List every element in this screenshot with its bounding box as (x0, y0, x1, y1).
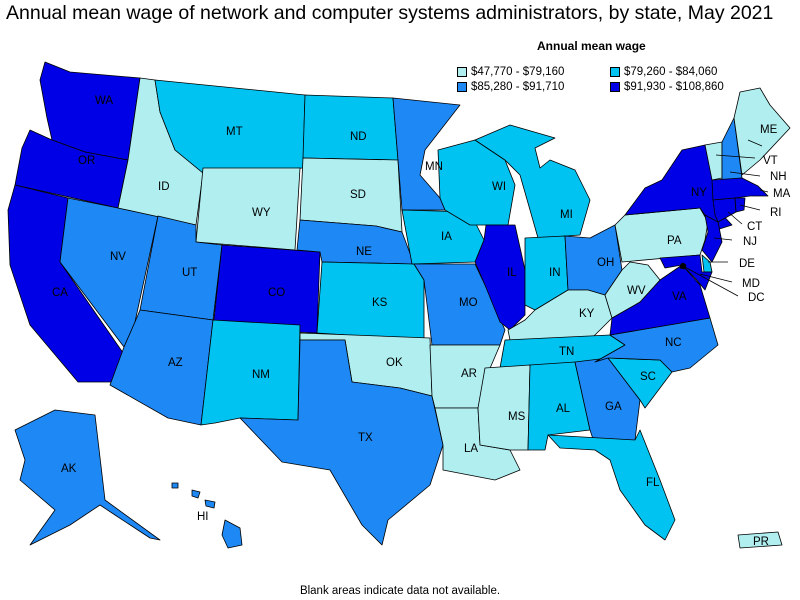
label-ar: AR (461, 368, 477, 380)
legend-swatch-bin-2 (610, 67, 620, 77)
state-fl[interactable] (547, 429, 676, 541)
label-il: IL (507, 267, 517, 279)
state-mi[interactable] (474, 124, 591, 239)
label-ut: UT (182, 267, 197, 279)
label-ct: CT (747, 221, 762, 233)
state-labels: WA OR CA NV ID MT WY UT AZ CO NM ND SD NE KS OK TX MN IA MO… (52, 95, 791, 548)
legend-label-bin-2: $79,260 - $84,060 (624, 66, 718, 78)
label-de: DE (739, 258, 755, 270)
dc-marker (680, 263, 686, 269)
label-mi: MI (560, 209, 573, 221)
label-ky: KY (579, 308, 595, 320)
label-hi: HI (197, 511, 209, 523)
label-wi: WI (492, 181, 506, 193)
state-tx[interactable] (239, 339, 444, 546)
state-hi[interactable] (221, 519, 243, 549)
label-nm: NM (252, 369, 270, 381)
label-ms: MS (508, 411, 526, 423)
legend-label-bin-4: $91,930 - $108,860 (624, 81, 724, 93)
label-co: CO (268, 287, 285, 299)
label-dc: DC (748, 292, 765, 304)
label-wv: WV (627, 285, 646, 297)
label-pr: PR (753, 536, 769, 548)
label-sd: SD (350, 189, 366, 201)
label-nd: ND (350, 131, 367, 143)
label-va: VA (672, 291, 687, 303)
label-tn: TN (559, 346, 574, 358)
state-me[interactable] (733, 87, 791, 176)
state-nd[interactable] (302, 94, 399, 161)
footnote: Blank areas indicate data not available. (299, 585, 501, 597)
map-title: Annual mean wage of network and computer… (6, 2, 774, 24)
legend-title: Annual mean wage (537, 39, 646, 53)
state-ms[interactable] (477, 364, 531, 451)
label-ak: AK (61, 463, 77, 475)
label-in: IN (549, 267, 561, 279)
label-oh: OH (597, 257, 614, 269)
label-fl: FL (646, 477, 660, 489)
label-ga: GA (605, 401, 622, 413)
label-ma: MA (773, 188, 791, 200)
state-ma[interactable] (711, 177, 769, 201)
label-vt: VT (763, 155, 778, 167)
label-sc: SC (640, 371, 656, 383)
label-ca: CA (52, 287, 68, 299)
label-mt: MT (226, 126, 243, 138)
state-pr[interactable] (737, 531, 783, 549)
state-wy[interactable] (195, 167, 301, 251)
label-ri: RI (770, 207, 782, 219)
label-wa: WA (95, 95, 113, 107)
legend-label-bin-3: $85,280 - $91,710 (471, 81, 565, 93)
label-nh: NH (770, 171, 787, 183)
legend-item-bin-4: $91,930 - $108,860 (610, 81, 724, 93)
label-ne: NE (356, 246, 372, 258)
label-pa: PA (667, 235, 682, 247)
state-ak[interactable] (14, 409, 161, 546)
label-me: ME (760, 124, 778, 136)
legend-swatch-bin-4 (610, 82, 620, 92)
label-tx: TX (358, 432, 373, 444)
state-ct[interactable] (712, 197, 737, 223)
state-il[interactable] (474, 224, 526, 331)
legend-swatch-bin-3 (457, 82, 467, 92)
legend-swatch-bin-1 (457, 67, 467, 77)
label-mo: MO (459, 297, 478, 309)
label-or: OR (78, 155, 95, 167)
label-la: LA (464, 443, 478, 455)
label-az: AZ (168, 357, 183, 369)
label-ny: NY (691, 187, 707, 199)
legend-label-bin-1: $47,770 - $79,160 (471, 66, 565, 78)
label-ks: KS (372, 297, 388, 309)
label-md: MD (742, 278, 760, 290)
state-pa[interactable] (614, 207, 709, 263)
label-nv: NV (110, 251, 126, 263)
label-al: AL (556, 403, 571, 415)
state-ks[interactable] (316, 261, 425, 341)
label-wy: WY (252, 207, 271, 219)
state-md[interactable] (659, 254, 713, 291)
state-co[interactable] (212, 244, 321, 334)
label-id: ID (158, 181, 170, 193)
legend-item-bin-1: $47,770 - $79,160 (457, 66, 564, 78)
leader-lines (682, 139, 769, 297)
label-nj: NJ (743, 236, 757, 248)
state-nc[interactable] (594, 317, 719, 373)
legend-item-bin-3: $85,280 - $91,710 (457, 81, 564, 93)
state-hi-islands[interactable] (171, 482, 216, 509)
state-wv[interactable] (604, 261, 661, 319)
label-ia: IA (441, 231, 452, 243)
state-mo[interactable] (413, 263, 506, 346)
label-mn: MN (425, 161, 443, 173)
legend-item-bin-2: $79,260 - $84,060 (610, 66, 717, 78)
state-nm[interactable] (200, 319, 301, 426)
label-nc: NC (665, 337, 682, 349)
label-ok: OK (386, 357, 403, 369)
